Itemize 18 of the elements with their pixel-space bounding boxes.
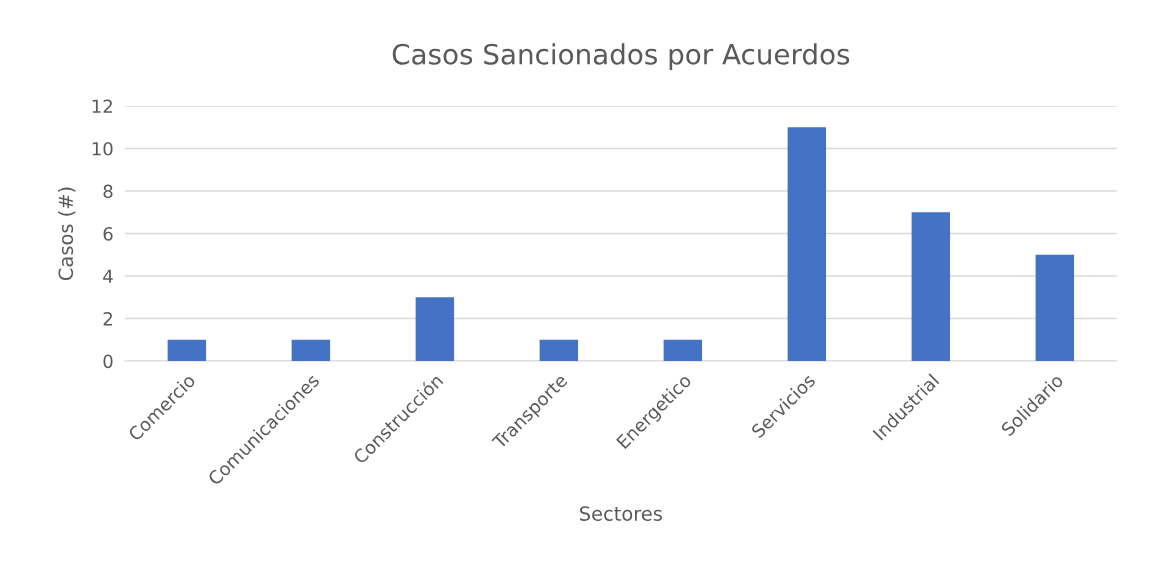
y-tick-label: 0 bbox=[103, 354, 113, 369]
bar bbox=[291, 339, 331, 362]
bar bbox=[1035, 254, 1075, 362]
bar bbox=[167, 339, 207, 362]
y-tick-label: 12 bbox=[92, 99, 112, 113]
y-tick-label: 4 bbox=[103, 269, 113, 283]
x-axis-title: Sectores bbox=[580, 506, 662, 521]
y-tick-label: 8 bbox=[103, 184, 113, 199]
y-axis-title: Casos (#) bbox=[58, 187, 76, 281]
y-tick-label: 2 bbox=[103, 311, 112, 326]
bar bbox=[663, 339, 703, 362]
bar bbox=[539, 339, 579, 362]
y-tick-label: 6 bbox=[103, 226, 113, 241]
bar bbox=[787, 127, 827, 362]
chart-title: Casos Sancionados por Acuerdos bbox=[392, 43, 850, 71]
bar bbox=[911, 212, 951, 362]
y-tick-label: 10 bbox=[92, 141, 113, 156]
bar bbox=[415, 297, 455, 362]
